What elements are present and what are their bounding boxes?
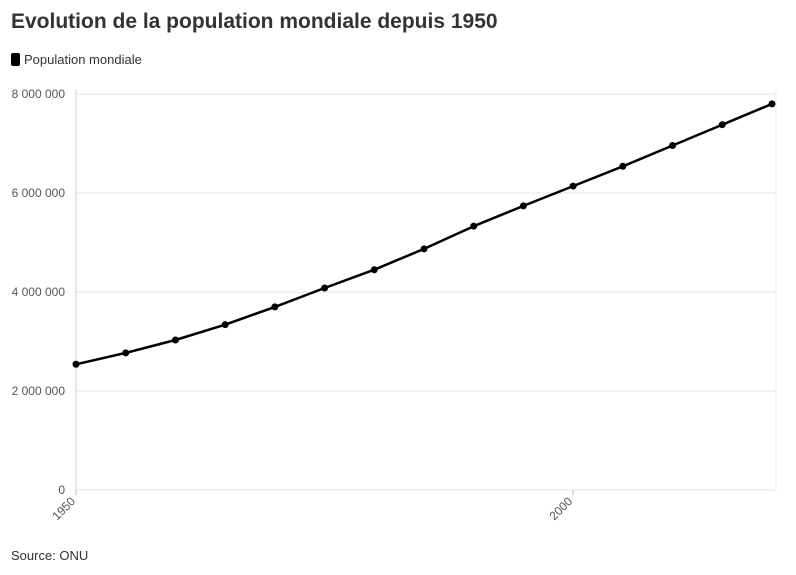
data-point [72, 360, 80, 368]
data-point [370, 266, 378, 274]
data-point [768, 100, 776, 108]
y-tick-label: 2 000 000 [12, 384, 66, 398]
data-point [718, 121, 726, 129]
y-tick-label: 6 000 000 [12, 186, 66, 200]
data-point [271, 303, 279, 311]
source-note: Source: ONU [11, 548, 89, 563]
x-tick-label: 1950 [49, 494, 78, 523]
series-layer [72, 100, 776, 368]
y-tick-label: 4 000 000 [12, 285, 66, 299]
x-tick-label: 2000 [546, 494, 575, 523]
series-line [75, 102, 773, 366]
data-point [569, 182, 577, 190]
data-point [221, 321, 229, 329]
data-point [470, 222, 478, 230]
chart-title: Evolution de la population mondiale depu… [11, 10, 498, 33]
data-point [122, 349, 130, 357]
x-tick-labels: 1950 2000 [49, 494, 575, 523]
data-point [519, 202, 527, 210]
y-tick-labels: 0 2 000 000 4 000 000 6 000 000 8 000 000 [12, 87, 66, 497]
y-tick-label: 8 000 000 [12, 87, 66, 101]
data-point [420, 245, 428, 253]
data-point [321, 284, 329, 292]
axes [75, 90, 777, 495]
legend: Population mondiale [11, 52, 142, 67]
data-point [171, 336, 179, 344]
data-point [619, 162, 627, 170]
legend-swatch-icon [11, 53, 20, 66]
legend-label: Population mondiale [24, 52, 142, 67]
y-tick-label: 0 [58, 483, 65, 497]
data-point [669, 141, 677, 149]
grid-lines [76, 93, 776, 491]
